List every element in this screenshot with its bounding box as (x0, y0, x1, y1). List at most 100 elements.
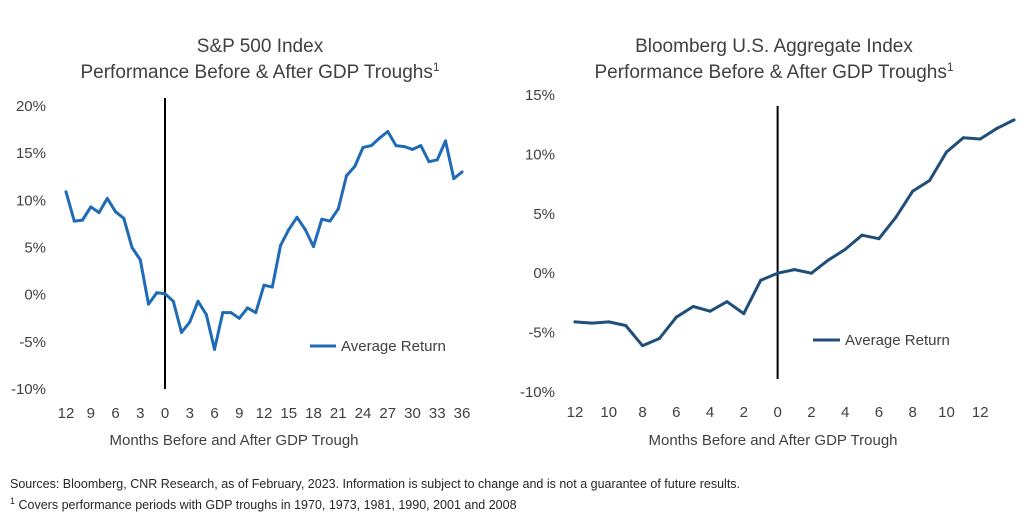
chart2-data-point (944, 150, 948, 154)
chart1-data-point (328, 219, 332, 223)
chart2-data-point (843, 247, 847, 251)
chart2-data-point (1012, 118, 1016, 122)
chart2-data-point (573, 320, 577, 324)
chart1-data-point (435, 158, 439, 162)
chart2-x-tick-label: 0 (773, 404, 781, 421)
chart2-x-axis-label: Months Before and After GDP Trough (648, 432, 897, 449)
chart1-data-point (237, 316, 241, 320)
chart2-x-tick-label: 10 (938, 404, 955, 421)
chart1-x-tick-label: 12 (58, 405, 75, 422)
chart1-data-point (254, 311, 258, 315)
chart2-x-tick-label: 4 (706, 404, 714, 421)
chart1-data-point (204, 312, 208, 316)
chart1-y-tick-label: -5% (19, 334, 46, 351)
footnote-marker: 1 (10, 496, 16, 506)
chart1-x-tick-label: 36 (454, 405, 471, 422)
chart1-data-point (64, 190, 68, 194)
chart1-data-point (295, 215, 299, 219)
chart2-series-line (573, 118, 1016, 348)
chart1-x-tick-label: 0 (161, 405, 169, 422)
chart1-data-point (320, 217, 324, 221)
chart1-y-tick-label: 15% (16, 145, 46, 162)
chart1-data-point (411, 147, 414, 151)
chart2-data-point (961, 136, 965, 140)
chart1-data-point (427, 160, 431, 164)
chart2-data-point (894, 215, 898, 219)
chart1-data-point (114, 210, 117, 214)
chart2-x-tick-label: 2 (740, 404, 748, 421)
chart1-x-tick-label: 21 (330, 405, 347, 422)
chart1-data-point (394, 144, 398, 148)
chart1-data-point (180, 330, 183, 334)
chart1-data-point (444, 139, 447, 143)
chart1-data-point (229, 311, 233, 315)
chart1-legend-label: Average Return (341, 338, 446, 355)
chart2-data-point (674, 315, 678, 319)
footnotes: Sources: Bloomberg, CNR Research, as of … (10, 476, 740, 514)
chart1-x-tick-label: 30 (404, 405, 421, 422)
coverage-note: 1 Covers performance periods with GDP tr… (10, 493, 740, 514)
chart1-data-point (279, 244, 282, 248)
chart1-title: S&P 500 Index (197, 36, 324, 57)
chart1-data-point (452, 177, 456, 181)
chart2-data-point (776, 271, 780, 275)
chart2-x-tick-label: 12 (567, 404, 584, 421)
chart2-x-tick-label: 2 (807, 404, 815, 421)
chart2-x-tick-label: 4 (841, 404, 849, 421)
chart2-x-tick-label: 12 (972, 404, 989, 421)
chart2-data-point (860, 233, 864, 237)
chart2-data-point (708, 309, 712, 313)
chart1-data-point (138, 258, 142, 262)
chart2-data-point (759, 278, 763, 282)
chart2-x-tick-label: 8 (638, 404, 646, 421)
chart2-y-tick-label: 0% (533, 265, 555, 282)
chart1-data-point (402, 145, 406, 149)
chart1-data-point (72, 219, 76, 223)
chart2-x-tick-label: 10 (600, 404, 617, 421)
chart1-x-tick-label: 18 (305, 405, 322, 422)
chart1-data-point (246, 306, 249, 310)
chart1-data-point (147, 302, 150, 306)
chart1-data-point (345, 174, 348, 178)
chart1-y-tick-label: -10% (11, 381, 46, 398)
chart1-data-point (155, 291, 159, 295)
chart1-x-tick-label: 33 (429, 405, 446, 422)
chart1-x-axis-label: Months Before and After GDP Trough (109, 432, 358, 449)
chart2-data-point (995, 126, 999, 130)
chart2-y-tick-label: 5% (533, 206, 555, 223)
chart2-x-tick-label: 8 (909, 404, 917, 421)
chart1-data-point (287, 228, 291, 232)
coverage-note-text: Covers performance periods with GDP trou… (18, 498, 517, 513)
chart2-data-point (624, 323, 628, 327)
chart1-series-line (64, 130, 464, 351)
chart2-data-point (691, 304, 695, 308)
chart1-x-tick-label: 3 (136, 405, 144, 422)
chart1-x-tick-label: 24 (355, 405, 372, 422)
chart2-title: Bloomberg U.S. Aggregate Index (635, 36, 913, 57)
chart1-data-point (419, 144, 423, 148)
chart1-x-tick-label: 6 (210, 405, 218, 422)
sources-note: Sources: Bloomberg, CNR Research, as of … (10, 477, 741, 491)
chart1-subtitle: Performance Before & After GDP Troughs1 (80, 60, 439, 83)
chart1-y-tick-label: 0% (24, 287, 46, 304)
chart1-data-point (336, 207, 340, 211)
chart2-data-point (590, 321, 594, 325)
chart1-x-tick-label: 6 (111, 405, 119, 422)
chart2-subtitle: Performance Before & After GDP Troughs1 (594, 60, 953, 83)
chart1-data-point (171, 299, 175, 303)
chart1-data-point (130, 246, 134, 249)
chart2-data-point (641, 344, 645, 348)
chart1-data-point (386, 129, 390, 133)
chart1-data-point (188, 320, 192, 324)
chart2-y-tick-label: -10% (520, 384, 555, 401)
chart2-data-point (793, 268, 796, 272)
chart1-data-point (81, 218, 84, 222)
chart2-y-tick-label: -5% (528, 325, 555, 342)
chart1-data-point (312, 245, 315, 249)
chart1-data-point (97, 211, 101, 215)
charts-area: S&P 500 Index Performance Before & After … (11, 36, 1016, 449)
chart2-data-point (607, 320, 611, 324)
chart1-x-tick-label: 12 (256, 405, 273, 422)
chart1-data-point (270, 285, 274, 289)
chart2-data-point (826, 258, 830, 262)
